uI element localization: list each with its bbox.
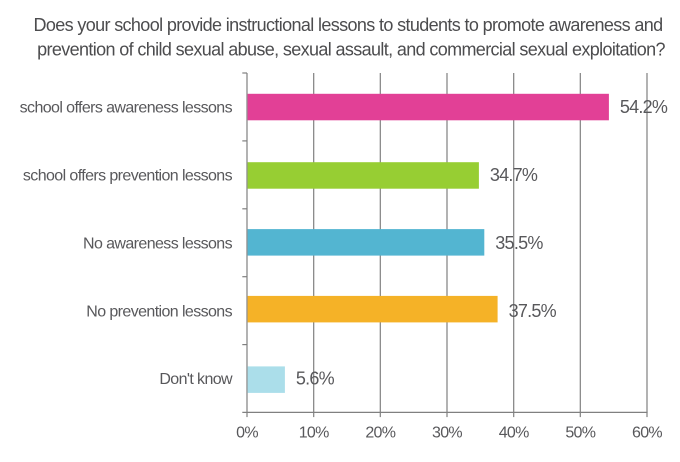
svg-text:10%: 10%: [299, 424, 329, 441]
svg-text:No prevention lessons: No prevention lessons: [86, 303, 232, 320]
svg-text:5.6%: 5.6%: [296, 369, 335, 389]
svg-text:54.2%: 54.2%: [620, 97, 668, 117]
svg-text:37.5%: 37.5%: [509, 301, 557, 321]
svg-text:30%: 30%: [432, 424, 462, 441]
svg-text:35.5%: 35.5%: [495, 233, 543, 253]
svg-text:No awareness lessons: No awareness lessons: [83, 235, 233, 252]
svg-text:50%: 50%: [565, 424, 595, 441]
svg-text:0%: 0%: [236, 424, 258, 441]
svg-text:school offers awareness lesson: school offers awareness lessons: [20, 100, 233, 117]
svg-text:prevention of child sexual abu: prevention of child sexual abuse, sexual…: [37, 40, 665, 60]
svg-text:40%: 40%: [499, 424, 529, 441]
svg-text:school offers prevention lesso: school offers prevention lessons: [23, 168, 233, 185]
svg-text:20%: 20%: [365, 424, 395, 441]
svg-text:34.7%: 34.7%: [490, 165, 538, 185]
svg-text:60%: 60%: [632, 424, 662, 441]
svg-text:Don't know: Don't know: [159, 371, 233, 388]
svg-text:Does your school provide instr: Does your school provide instructional l…: [33, 15, 662, 35]
